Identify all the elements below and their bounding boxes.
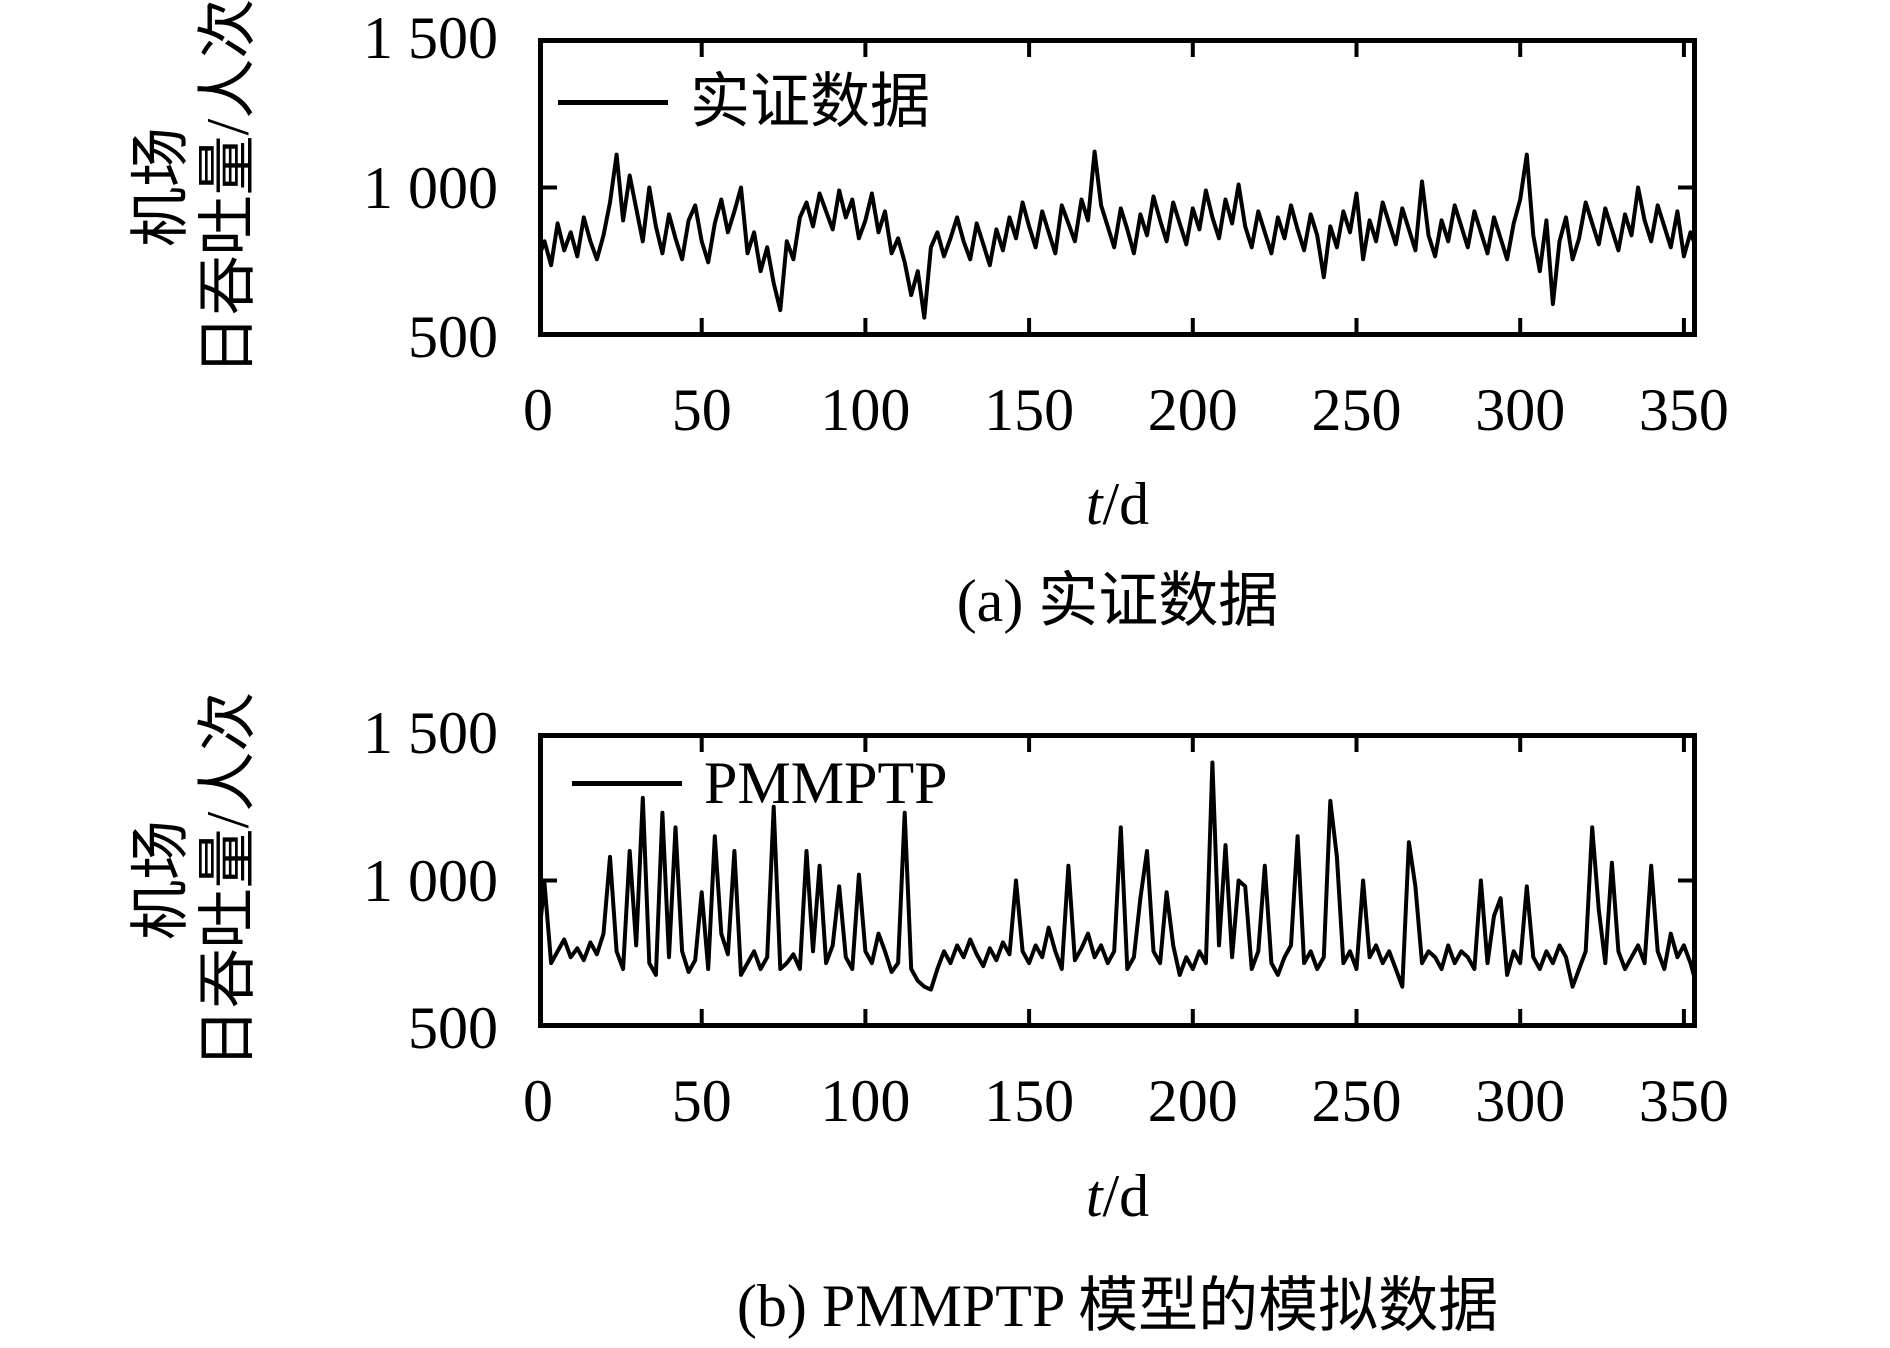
x-tick-label: 0 (523, 1068, 553, 1134)
y-axis-label-b-line2: 日吞吐量/人次 (195, 691, 261, 1069)
plot-area-a (538, 38, 1697, 337)
x-tick-label: 350 (1638, 1068, 1729, 1134)
y-axis-label-a-line2: 日吞吐量/人次 (195, 0, 261, 376)
legend-label-b: PMMPTP (704, 750, 948, 816)
y-tick-label: 1 000 (363, 154, 498, 221)
x-tick-label: 150 (984, 377, 1075, 443)
y-axis-label-b: 机场 日吞吐量/人次 (128, 692, 262, 1069)
y-tick-label: 1 500 (363, 5, 498, 71)
legend-line-icon (572, 780, 682, 786)
legend-a: 实证数据 (558, 70, 930, 134)
x-axis-label-b-variable: t (1085, 1163, 1103, 1229)
x-tick-label: 150 (984, 1068, 1075, 1134)
plot-area-b (538, 733, 1697, 1028)
x-tick-label: 50 (671, 1068, 732, 1134)
x-tick-label: 300 (1475, 377, 1566, 443)
y-tick-label: 1 500 (363, 700, 498, 766)
y-axis-label-a: 机场 日吞吐量/人次 (128, 0, 262, 375)
x-tick-label: 350 (1638, 377, 1729, 443)
y-axis-label-a-line1: 机场 (128, 127, 194, 248)
y-tick-label: 1 000 (363, 847, 498, 914)
y-tick-label: 500 (408, 995, 498, 1061)
x-axis-label-b: t/d (538, 1165, 1697, 1227)
x-tick-label: 0 (523, 377, 553, 443)
legend-line-icon (558, 99, 668, 105)
x-axis-label-a-variable: t (1085, 471, 1103, 537)
x-axis-label-a: t/d (538, 473, 1697, 535)
x-tick-label: 100 (820, 1068, 911, 1134)
y-tick-label: 500 (408, 304, 498, 370)
legend-label-a: 实证数据 (690, 69, 930, 135)
x-tick-label: 200 (1147, 1068, 1238, 1134)
y-axis-label-b-line1: 机场 (128, 820, 194, 941)
caption-a: (a) 实证数据 (956, 568, 1279, 634)
x-tick-label: 300 (1475, 1068, 1566, 1134)
x-tick-label: 250 (1311, 377, 1402, 443)
x-tick-label: 250 (1311, 1068, 1402, 1134)
caption-b: (b) PMMPTP 模型的模拟数据 (736, 1273, 1499, 1339)
x-axis-label-a-unit: /d (1102, 471, 1150, 537)
x-axis-label-b-unit: /d (1102, 1163, 1150, 1229)
x-tick-label: 50 (671, 377, 732, 443)
x-tick-label: 100 (820, 377, 911, 443)
x-tick-label: 200 (1147, 377, 1238, 443)
legend-b: PMMPTP (572, 751, 947, 815)
